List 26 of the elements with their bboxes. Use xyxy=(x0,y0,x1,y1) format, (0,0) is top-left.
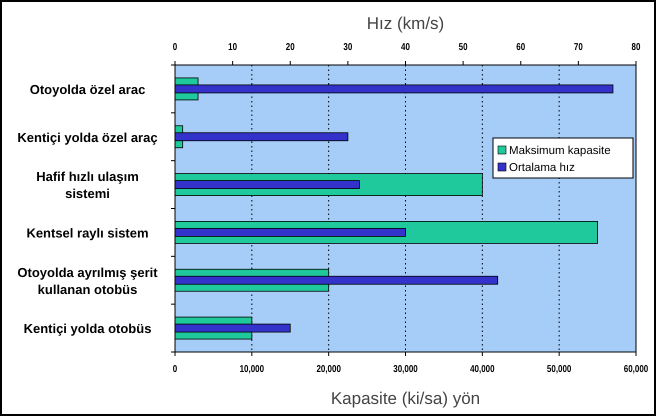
x2-axis-title: Hız (km/s) xyxy=(366,14,444,33)
y-tick-label: Otoyolda özel arac xyxy=(30,82,146,97)
x2-tick-label: 80 xyxy=(632,41,640,52)
x-tick-label: 40,000 xyxy=(470,363,495,374)
x2-tick-label: 10 xyxy=(228,41,238,52)
x2-tick-label: 40 xyxy=(401,41,410,52)
y-tick-label: Kentsel raylı sistem xyxy=(26,225,149,240)
x2-tick-label: 20 xyxy=(286,41,295,52)
x2-tick-label: 50 xyxy=(458,41,468,52)
x-tick-label: 30,000 xyxy=(393,363,418,374)
x-axis-title: Kapasite (ki/sa) yön xyxy=(330,389,480,408)
x-tick-label: 60,000 xyxy=(624,363,648,374)
y-tick-label: Otoyolda ayrılmış şerit kullanan otobüs xyxy=(17,264,158,297)
x-tick-label: 50,000 xyxy=(546,363,572,374)
y-tick-label: Kentiçi yolda otobüs xyxy=(24,321,152,336)
x2-tick-label: 60 xyxy=(516,41,526,52)
y-tick-label: Kentiçi yolda özel araç xyxy=(17,130,158,145)
x-tick-label: 20,000 xyxy=(316,363,341,374)
x-tick-label: 0 xyxy=(172,363,178,374)
legend-label: Ortalama hız xyxy=(509,162,576,174)
x2-tick-label: 70 xyxy=(574,41,583,52)
x-tick-label: 10,000 xyxy=(240,363,264,374)
x2-tick-label: 0 xyxy=(172,41,178,52)
legend-label: Maksimum kapasite xyxy=(509,145,611,157)
y-tick-label: Hafif hızlı ulaşım sistemi xyxy=(36,169,139,202)
x2-tick-label: 30 xyxy=(343,41,352,52)
